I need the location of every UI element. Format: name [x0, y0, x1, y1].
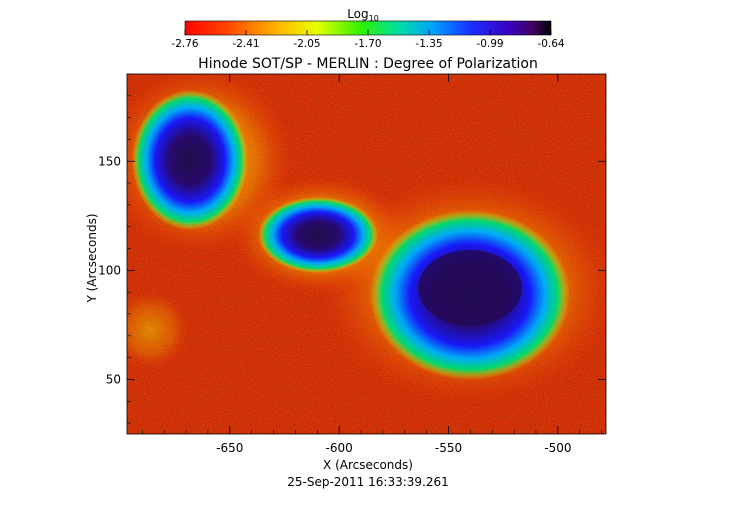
observation-timestamp: 25-Sep-2011 16:33:39.261	[287, 475, 449, 489]
plot-frame	[126, 73, 607, 435]
heatmap-image	[127, 74, 606, 434]
chart-title: Hinode SOT/SP - MERLIN : Degree of Polar…	[198, 56, 538, 72]
colorbar-tick-label: -0.64	[537, 38, 564, 50]
y-axis-label: Y (Arcseconds)	[85, 213, 99, 303]
colorbar-tick-label: -1.70	[354, 38, 381, 50]
x-tick-label: -500	[544, 441, 571, 455]
y-tick-label: 100	[98, 263, 121, 277]
x-axis: -650 -600 -550 -500	[142, 74, 602, 455]
colorbar-tick-label: -0.99	[476, 38, 503, 50]
colorbar-title: Log10	[347, 7, 379, 23]
colorbar-tick-label: -2.76	[171, 38, 198, 50]
colorbar-tick-label: -1.35	[415, 38, 442, 50]
y-tick-label: 150	[98, 154, 121, 168]
x-tick-label: -600	[326, 441, 353, 455]
colorbar: Log10 -2.76 -2.41 -2.05 -1.70 -1.35 -0.99 -0.6…	[171, 7, 564, 50]
colorbar-tick-label: -2.05	[293, 38, 320, 50]
x-tick-label: -550	[435, 441, 462, 455]
colorbar-ticks: -2.76 -2.41 -2.05 -1.70 -1.35 -0.99 -0.64	[171, 30, 565, 50]
y-axis: 50 100 150	[98, 73, 606, 424]
colorbar-tick-label: -2.41	[232, 38, 259, 50]
y-tick-label: 50	[106, 372, 121, 386]
x-tick-label: -650	[216, 441, 243, 455]
x-axis-label: X (Arcseconds)	[323, 458, 413, 472]
